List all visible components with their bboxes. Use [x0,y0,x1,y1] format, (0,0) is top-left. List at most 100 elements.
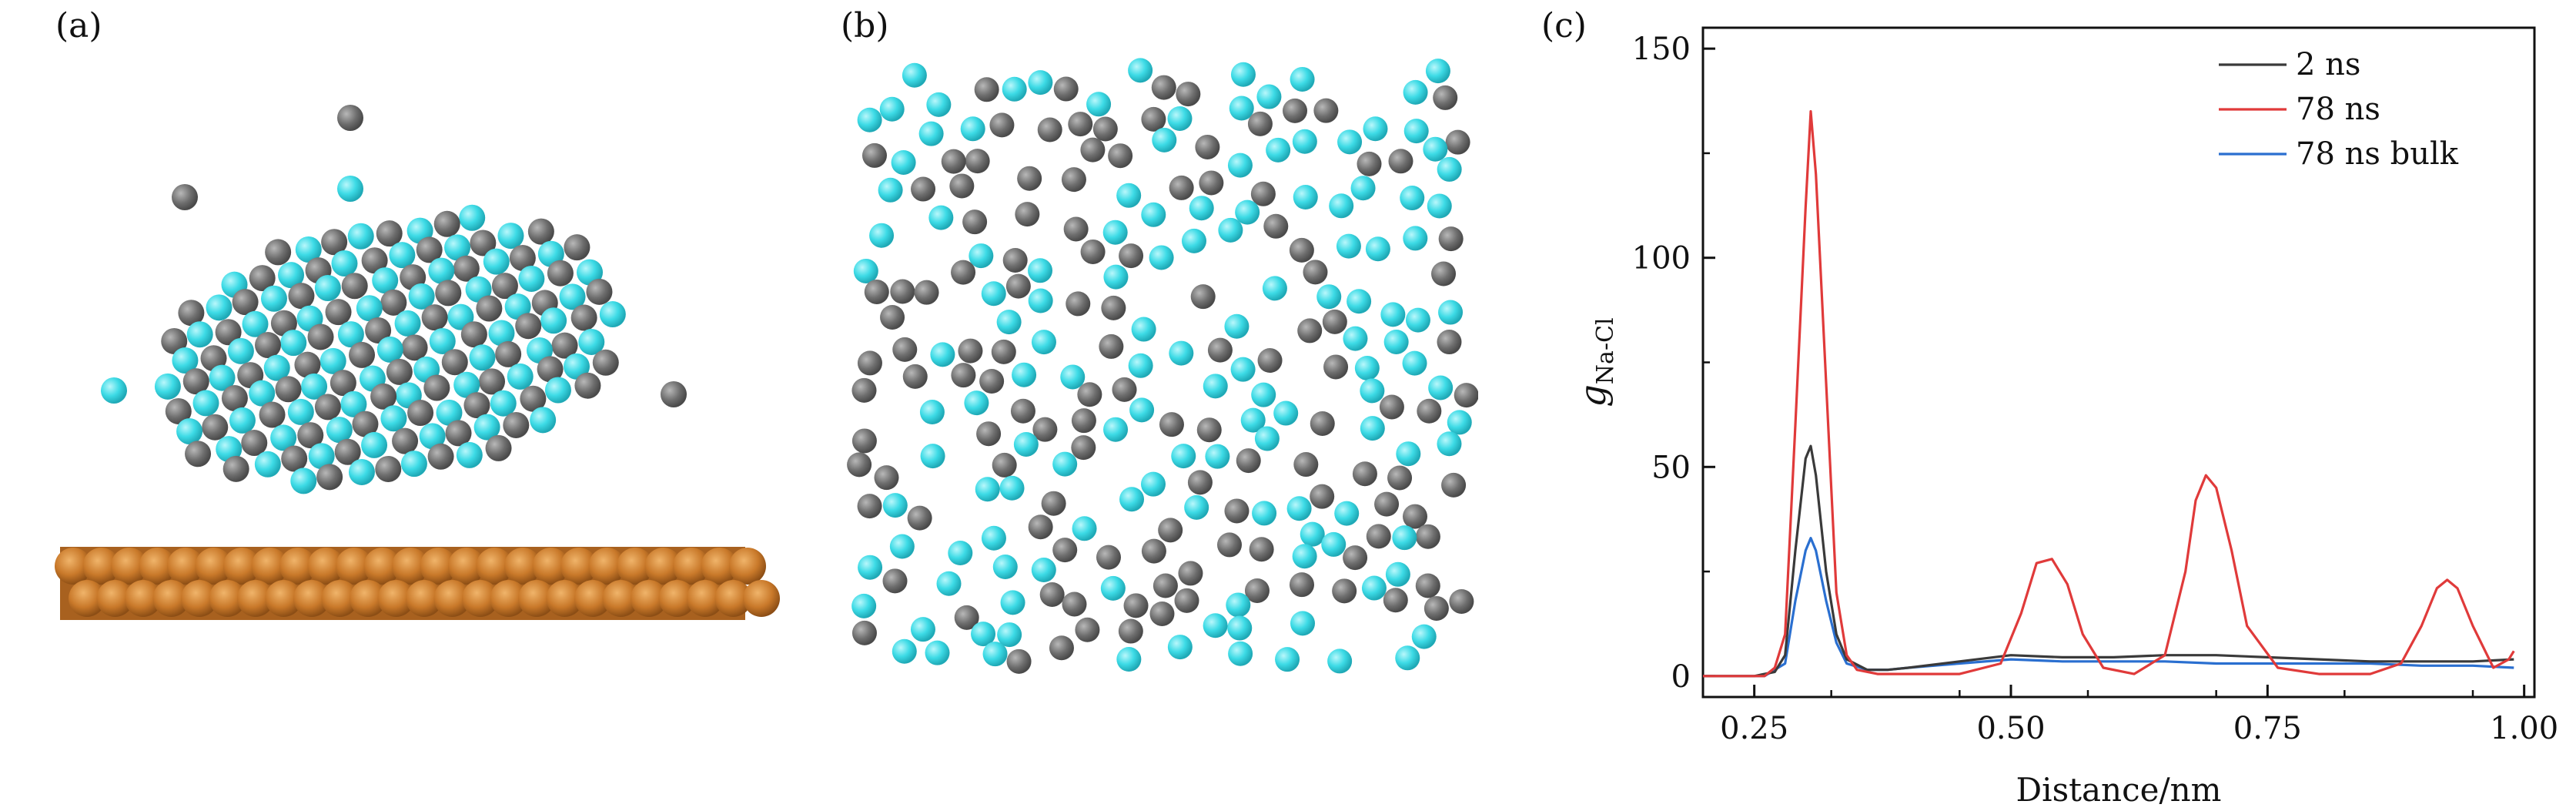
na-ion [1086,92,1112,117]
na-ion [858,555,883,580]
dispersed-ions-illustration [847,58,1478,674]
na-ion [857,107,882,132]
na-ion [1230,62,1256,87]
na-ion [1321,531,1347,557]
cl-ion [1075,617,1100,642]
na-atom [337,176,363,202]
na-ion [1286,496,1312,521]
na-ion [1300,521,1325,547]
cl-atom [275,376,302,403]
na-ion [981,525,1006,551]
cl-ion [857,350,882,376]
substrate-atom [701,548,738,585]
cl-ion [1101,295,1126,320]
na-atom [295,236,322,263]
cl-atom [352,411,379,437]
cl-atom [421,304,448,331]
na-atom [229,407,256,434]
na-ion [1116,647,1142,672]
na-ion [1229,96,1254,121]
cl-atom [476,295,503,322]
na-ion [1402,350,1427,376]
x-tick-label: 0.50 [1976,711,2045,746]
na-atom [347,223,374,250]
na-atom [172,347,199,374]
na-ion [1152,127,1177,152]
na-ion [853,258,878,283]
na-ion [1273,400,1299,426]
na-atom [270,424,297,451]
cl-atom [479,368,506,395]
substrate-atom [125,580,162,617]
na-ion [1240,407,1266,433]
na-atom [504,293,531,320]
na-atom [400,451,427,478]
na-ion [1052,451,1078,477]
na-atom [372,267,399,294]
na-ion [1395,645,1420,671]
cl-ion [1257,348,1283,374]
na-ion [1438,300,1464,325]
cl-ion [1441,472,1467,498]
cl-ion [1112,377,1137,402]
cl-atom [161,327,188,354]
cl-ion [1357,151,1382,176]
cl-ion [1068,112,1093,137]
na-atom [469,344,496,371]
cl-ion [1289,237,1314,263]
na-ion [1227,615,1253,641]
cl-ion [1437,330,1462,355]
cl-ion [1032,417,1058,442]
y-axis-label: gNa-Cl [1572,317,1619,407]
na-atom [599,301,626,328]
cl-atom [527,218,554,245]
na-ion [1205,444,1230,469]
na-ion [1292,129,1317,154]
substrate-atom [462,580,499,617]
y-tick-label: 0 [1671,659,1691,695]
legend: 2 ns 78 ns 78 ns bulk [2219,47,2459,172]
na-atom [380,405,407,432]
cl-atom [520,385,547,412]
cl-ion [1049,635,1074,661]
na-ion [964,390,989,416]
cl-ion [962,209,988,235]
na-ion [1403,119,1429,144]
na-ion [891,149,916,175]
na-ion [1266,137,1291,163]
na-atom [394,310,421,337]
cl-ion [1323,354,1349,380]
na-ion [1028,258,1053,283]
cl-ion [1092,116,1118,142]
cl-atom [392,427,419,454]
na-ion [936,571,962,596]
na-ion [1235,199,1260,225]
cl-ion [1263,213,1289,239]
cl-atom [297,422,324,449]
substrate-atom [560,548,597,585]
na-ion [1002,76,1027,102]
panel-a: (a) [0,0,785,811]
na-atom [280,330,307,357]
na-atom [444,234,471,261]
substrate-atom [743,580,780,617]
cl-ion [979,368,1005,394]
na-atom [483,248,510,275]
substrate-atom [392,548,429,585]
na-atom [348,458,375,485]
na-ion [1447,410,1472,435]
cl-ion [1178,561,1203,586]
substrate-atom [237,580,274,617]
cl-atom [375,455,402,482]
na-ion [1350,176,1376,201]
cl-ion [1244,578,1270,603]
cl-atom [547,260,574,287]
cl-atom [232,289,259,316]
dispersed-ions [847,58,1478,674]
cl-ion [1158,518,1183,543]
cl-ion [1005,273,1031,299]
na-atom [290,467,317,494]
rdf-chart: 0.25 0.50 0.75 1.00 0 50 100 150 Distance/nm gNa-… [1572,26,2558,809]
na-ion [1254,426,1280,451]
substrate-atom [631,580,667,617]
